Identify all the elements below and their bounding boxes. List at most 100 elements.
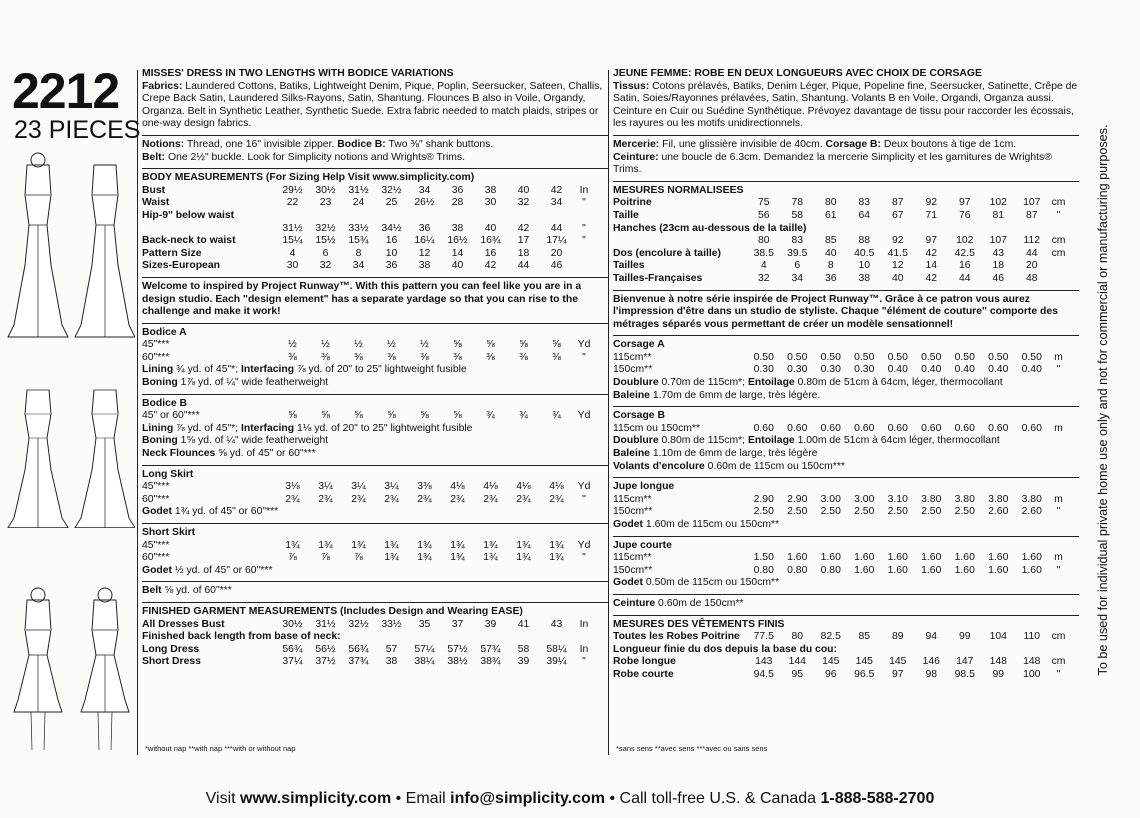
row-label: 45" or 60"*** [142, 410, 200, 422]
cell: 42 [484, 260, 497, 272]
cell: 58 [517, 643, 530, 655]
cell: ⅝ [420, 410, 429, 422]
section: Jupe courte 115cm** 1.50 1.60 1.60 1.60 1.60 1.… [613, 535, 1079, 594]
paragraph: Belt: One 2½" buckle. Look for Simplicit… [142, 152, 608, 165]
row-label: 115cm** [613, 493, 652, 505]
cell: ⅜ [453, 351, 462, 363]
paragraph: Baleine 1.10m de 6mm de large, très légè… [613, 448, 1079, 461]
paragraph: Boning 1⅝ yd. of ¼" wide featherweight [142, 435, 608, 448]
dress-drawing [74, 389, 135, 529]
cell: 31½ [315, 618, 336, 630]
cell: ⅝ [453, 410, 462, 422]
bold-text: Volants d'encolure [613, 460, 705, 472]
row-label: 115cm** [613, 552, 652, 564]
cell: 0.50 [787, 351, 808, 363]
table-row: Robe courte 94.5 95 96 96.5 97 98 98.5 99 100 " [613, 669, 1079, 682]
bold-text: Godet [142, 506, 173, 518]
cell: 35 [418, 618, 431, 630]
cell: 89 [891, 631, 904, 643]
cell: 1¾ [450, 552, 465, 564]
cell: 31½ [282, 222, 303, 234]
english-column: MISSES' DRESS IN TWO LENGTHS WITH BODICE… [142, 68, 608, 673]
subheading: Jupe courte [613, 539, 672, 551]
cell: 2.50 [921, 506, 942, 518]
section: Belt ⅝ yd. of 60"*** [142, 581, 608, 602]
bold-text: Interfacing [240, 422, 295, 434]
cell: ⅞ [288, 552, 297, 564]
row-label: Longueur finie du dos depuis la base du … [613, 643, 837, 655]
cell: 1¾ [351, 539, 366, 551]
french-column: JEUNE FEMME: ROBE EN DEUX LONGUEURS AVEC… [613, 68, 1079, 686]
cell: ⅝ [354, 410, 363, 422]
bold-text: Interfacing [240, 364, 295, 376]
text: 0.80m de 51cm à 64cm, léger, thermocolla… [794, 377, 1003, 389]
bold-text: Welcome to inspired by Project Runway™. … [142, 280, 582, 318]
cell: 80 [757, 235, 770, 247]
cell: 3.00 [820, 493, 841, 505]
row-label: Waist [142, 197, 170, 209]
unit: " [1056, 364, 1061, 376]
cell: ⅜ [354, 351, 363, 363]
cell: 2¾ [351, 493, 366, 505]
bold-text: Mercerie: [613, 138, 660, 150]
text: 1⅝ yd. of ¼" wide featherweight [177, 435, 329, 447]
cell: 76 [958, 209, 971, 221]
unit: Yd [577, 339, 591, 351]
cell: 0.80 [820, 564, 841, 576]
cell: ¾ [519, 410, 528, 422]
cell: 0.50 [988, 351, 1009, 363]
cell: 15½ [315, 235, 336, 247]
row-label: Toutes les Robes Poitrine [613, 631, 740, 643]
cell: ⅝ [387, 410, 396, 422]
cell: 56 [757, 209, 770, 221]
row-label: Bust [142, 184, 166, 196]
cell: ⅜ [420, 351, 429, 363]
table-row: 115cm** 1.50 1.60 1.60 1.60 1.60 1.60 1.60 1.60 1… [613, 552, 1079, 565]
unit: " [1056, 506, 1061, 518]
cell: 0.40 [988, 364, 1009, 376]
cell: ⅞ [321, 552, 330, 564]
cell: 38 [451, 222, 464, 234]
paragraph: Bienvenue à notre série inspirée de Proj… [613, 294, 1079, 332]
cell: ½ [321, 339, 330, 351]
section: Jupe longue 115cm** 2.90 2.90 3.00 3.00 3.10 3.… [613, 477, 1079, 535]
bold-text: Neck Flounces [142, 448, 216, 460]
flounce [30, 587, 46, 603]
section: Long Skirt 45"*** 3⅛ 3¼ 3¼ 3¼ 3⅜ 4⅛ 4⅛ 4⅛ 4⅛ Yd 60"*… [142, 464, 608, 523]
text: • Email [391, 790, 451, 807]
text: Visit [205, 790, 241, 807]
bold-text: Godet [142, 564, 173, 576]
cell: 0.40 [1021, 364, 1042, 376]
cell: 42 [517, 222, 530, 234]
paragraph: Boning 1⅞ yd. of ¼" wide featherweight [142, 377, 608, 390]
cell: 32 [319, 260, 332, 272]
cell: 97 [925, 235, 938, 247]
cell: 39.5 [787, 247, 808, 259]
cell: 38¼ [414, 656, 435, 668]
cell: 3⅛ [285, 481, 300, 493]
cell: 1.60 [1021, 564, 1042, 576]
cell: 67 [891, 209, 904, 221]
cell: 0.60 [988, 422, 1009, 434]
row-label: 60"*** [142, 552, 170, 564]
cell: 30½ [315, 184, 336, 196]
table-row: 45"*** 1¾ 1¾ 1¾ 1¾ 1¾ 1¾ 1¾ 1¾ 1¾ Yd [142, 540, 608, 553]
table-row: 115cm** 0.50 0.50 0.50 0.50 0.50 0.50 0.50 0.50 0… [613, 352, 1079, 365]
paragraph: Godet 1¾ yd. of 45" or 60"*** [142, 506, 608, 519]
cell: 1.60 [887, 552, 908, 564]
section: Bienvenue à notre série inspirée de Proj… [613, 289, 1079, 336]
cell: ⅜ [288, 351, 297, 363]
text: 1.00m de 51cm à 64cm léger, thermocollan… [794, 435, 1000, 447]
row-label: 150cm** [613, 506, 653, 518]
cell: 2.90 [787, 493, 808, 505]
footnote: *sans sens **avec sens ***avec ou sans s… [616, 744, 768, 753]
cell: 0.60 [753, 422, 774, 434]
unit: " [1056, 209, 1061, 221]
cell: 1¾ [549, 552, 564, 564]
table-row: Taille 56 58 61 64 67 71 76 81 87 " [613, 210, 1079, 223]
section: BODY MEASUREMENTS (For Sizing Help Visit… [142, 168, 608, 277]
cell: 16½ [447, 235, 468, 247]
cell: 85 [858, 631, 871, 643]
cell: 38 [418, 260, 431, 272]
unit: cm [1051, 656, 1066, 668]
